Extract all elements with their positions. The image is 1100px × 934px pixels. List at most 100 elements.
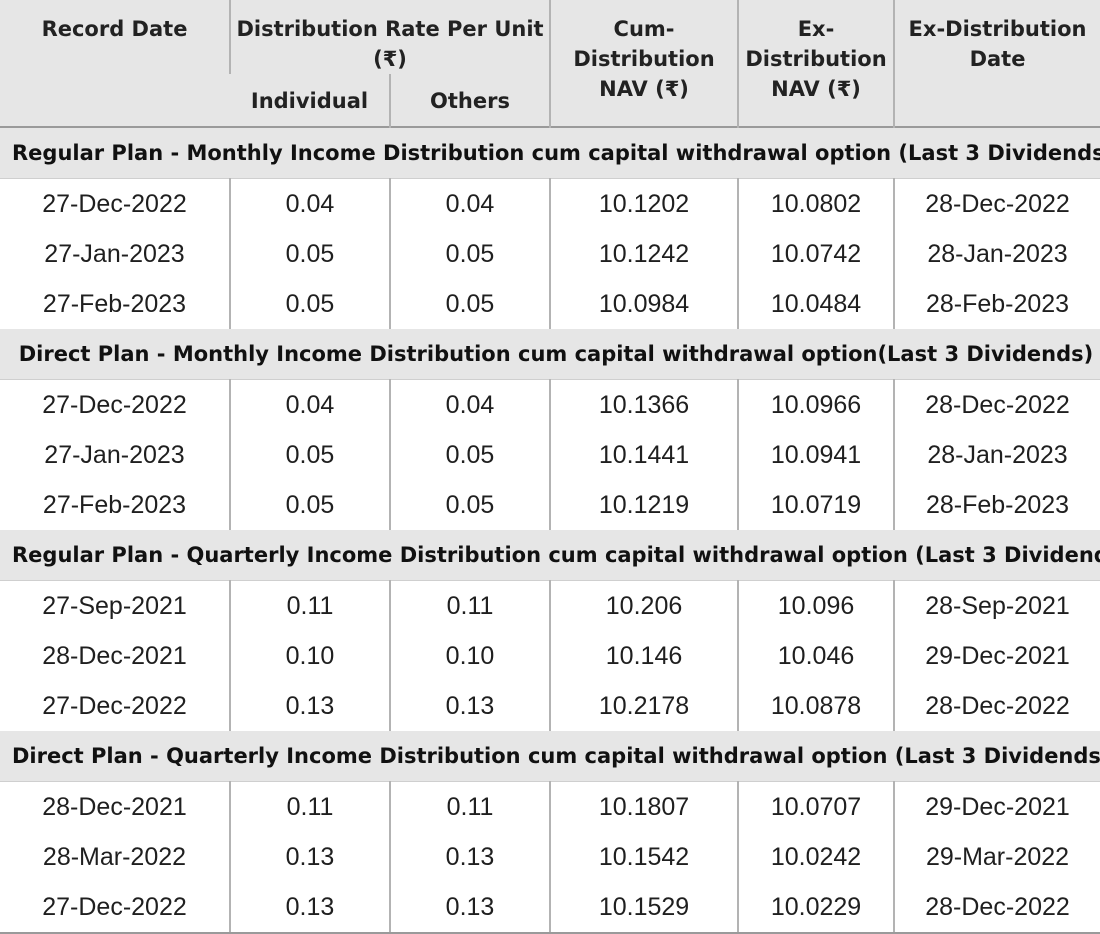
- header-others: Others: [388, 74, 551, 127]
- record-date-cell: 28-Mar-2022: [42, 842, 187, 871]
- others-rate-cell: 0.10: [388, 631, 551, 681]
- table-row: 27-Dec-2022 0.13 0.13 10.2178 10.0878 28-Dec-…: [0, 681, 1100, 731]
- header-ex-date: Ex-Distribution Date: [893, 0, 1100, 127]
- cum-nav-cell: 10.2178: [549, 681, 739, 731]
- ex-date-cell: 28-Jan-2023: [893, 229, 1100, 279]
- others-rate-cell: 0.05: [388, 480, 551, 530]
- table-row: 27-Dec-2022 0.04 0.04 10.1366 10.0966 28-Dec-…: [0, 379, 1100, 430]
- ex-nav-cell: 10.0941: [737, 430, 895, 480]
- table-row: 27-Feb-2023 0.05 0.05 10.1219 10.0719 28-Feb-…: [0, 480, 1100, 530]
- others-rate-cell: 0.04: [388, 178, 551, 229]
- section-title: Regular Plan - Monthly Income Distributi…: [0, 127, 1100, 179]
- ex-nav-cell: 10.0707: [737, 781, 895, 832]
- section-header-row: Direct Plan - Quarterly Income Distribut…: [0, 731, 1100, 782]
- cum-nav-cell: 10.1542: [549, 832, 739, 882]
- ex-nav-cell: 10.0878: [737, 681, 895, 731]
- table-row: 27-Jan-2023 0.05 0.05 10.1242 10.0742 28-Jan-…: [0, 229, 1100, 279]
- individual-rate-cell: 0.11: [229, 580, 390, 631]
- table-header: Record Date Distribution Rate Per Unit (…: [0, 0, 1100, 127]
- cum-nav-cell: 10.0984: [549, 279, 739, 329]
- cum-nav-cell: 10.1242: [549, 229, 739, 279]
- ex-nav-cell: 10.0229: [737, 882, 895, 934]
- others-rate-cell: 0.05: [388, 279, 551, 329]
- header-individual: Individual: [230, 74, 390, 127]
- table-row: 28-Dec-2021 0.10 0.10 10.146 10.046 29-Dec-20…: [0, 631, 1100, 681]
- table-row: 27-Dec-2022 0.04 0.04 10.1202 10.0802 28-Dec-…: [0, 178, 1100, 229]
- record-date-cell: 27-Jan-2023: [44, 440, 185, 469]
- record-date-cell: 27-Dec-2022: [0, 882, 230, 934]
- others-rate-cell: 0.05: [388, 430, 551, 480]
- table-row: 27-Dec-2022 0.13 0.13 10.1529 10.0229 28-Dec-…: [0, 882, 1100, 934]
- ex-date-cell: 28-Feb-2023: [893, 279, 1100, 329]
- ex-date-cell: 28-Jan-2023: [893, 430, 1100, 480]
- ex-date-cell: 28-Dec-2022: [893, 681, 1100, 731]
- individual-rate-cell: 0.04: [229, 379, 390, 430]
- ex-date-cell: 28-Dec-2022: [893, 379, 1100, 430]
- header-ex-nav: Ex-Distribution NAV (₹): [737, 0, 895, 127]
- others-rate-cell: 0.04: [388, 379, 551, 430]
- table-row: 28-Dec-2021 0.11 0.11 10.1807 10.0707 29-Dec-…: [0, 781, 1100, 832]
- cum-nav-cell: 10.1219: [549, 480, 739, 530]
- ex-date-cell: 28-Feb-2023: [893, 480, 1100, 530]
- record-date-cell: 27-Jan-2023: [44, 239, 185, 268]
- individual-rate-cell: 0.13: [229, 882, 390, 934]
- others-rate-cell: 0.13: [388, 882, 551, 934]
- others-rate-cell: 0.11: [388, 580, 551, 631]
- ex-date-cell: 29-Dec-2021: [893, 631, 1100, 681]
- others-rate-cell: 0.05: [388, 229, 551, 279]
- header-cum-nav: Cum-Distribution NAV (₹): [549, 0, 739, 127]
- cum-nav-cell: 10.206: [549, 580, 739, 631]
- record-date-cell: 27-Sep-2021: [42, 591, 187, 620]
- record-date-cell: 27-Feb-2023: [42, 289, 187, 318]
- table-row: 27-Jan-2023 0.05 0.05 10.1441 10.0941 28-Jan-…: [0, 430, 1100, 480]
- table-body: Regular Plan - Monthly Income Distributi…: [0, 127, 1100, 934]
- ex-nav-cell: 10.046: [737, 631, 895, 681]
- ex-nav-cell: 10.0242: [737, 832, 895, 882]
- ex-date-cell: 29-Dec-2021: [893, 781, 1100, 832]
- ex-date-cell: 28-Dec-2022: [893, 882, 1100, 934]
- ex-nav-cell: 10.0484: [737, 279, 895, 329]
- individual-rate-cell: 0.05: [229, 229, 390, 279]
- individual-rate-cell: 0.10: [229, 631, 390, 681]
- ex-date-cell: 29-Mar-2022: [893, 832, 1100, 882]
- individual-rate-cell: 0.05: [229, 430, 390, 480]
- cum-nav-cell: 10.146: [549, 631, 739, 681]
- record-date-cell: 27-Dec-2022: [42, 189, 187, 218]
- record-date-cell: 28-Dec-2021: [42, 641, 187, 670]
- header-record-date: Record Date: [0, 0, 230, 127]
- individual-rate-cell: 0.05: [229, 480, 390, 530]
- cum-nav-cell: 10.1202: [549, 178, 739, 229]
- cum-nav-cell: 10.1529: [549, 882, 739, 934]
- individual-rate-cell: 0.05: [229, 279, 390, 329]
- table-row: 28-Mar-2022 0.13 0.13 10.1542 10.0242 29-Mar-…: [0, 832, 1100, 882]
- individual-rate-cell: 0.04: [229, 178, 390, 229]
- record-date-cell: 28-Dec-2021: [42, 792, 187, 821]
- cum-nav-cell: 10.1807: [549, 781, 739, 832]
- record-date-cell: 27-Dec-2022: [42, 691, 187, 720]
- record-date-cell: 27-Dec-2022: [42, 390, 187, 419]
- section-title: Direct Plan - Quarterly Income Distribut…: [0, 731, 1100, 782]
- individual-rate-cell: 0.11: [229, 781, 390, 832]
- individual-rate-cell: 0.13: [229, 681, 390, 731]
- section-header-row: Regular Plan - Quarterly Income Distribu…: [0, 530, 1100, 581]
- ex-nav-cell: 10.0966: [737, 379, 895, 430]
- ex-nav-cell: 10.0742: [737, 229, 895, 279]
- cum-nav-cell: 10.1366: [549, 379, 739, 430]
- individual-rate-cell: 0.13: [229, 832, 390, 882]
- section-header-row: Regular Plan - Monthly Income Distributi…: [0, 127, 1100, 179]
- cum-nav-cell: 10.1441: [549, 430, 739, 480]
- table-row: 27-Feb-2023 0.05 0.05 10.0984 10.0484 28-Feb-…: [0, 279, 1100, 329]
- section-header-row: Direct Plan - Monthly Income Distributio…: [0, 329, 1100, 380]
- ex-date-cell: 28-Dec-2022: [893, 178, 1100, 229]
- ex-nav-cell: 10.096: [737, 580, 895, 631]
- section-title: Regular Plan - Quarterly Income Distribu…: [0, 530, 1100, 581]
- ex-date-cell: 28-Sep-2021: [893, 580, 1100, 631]
- section-title: Direct Plan - Monthly Income Distributio…: [0, 329, 1100, 380]
- ex-nav-cell: 10.0802: [737, 178, 895, 229]
- others-rate-cell: 0.13: [388, 681, 551, 731]
- ex-nav-cell: 10.0719: [737, 480, 895, 530]
- table-row: 27-Sep-2021 0.11 0.11 10.206 10.096 28-Sep-20…: [0, 580, 1100, 631]
- record-date-cell: 27-Feb-2023: [42, 490, 187, 519]
- others-rate-cell: 0.13: [388, 832, 551, 882]
